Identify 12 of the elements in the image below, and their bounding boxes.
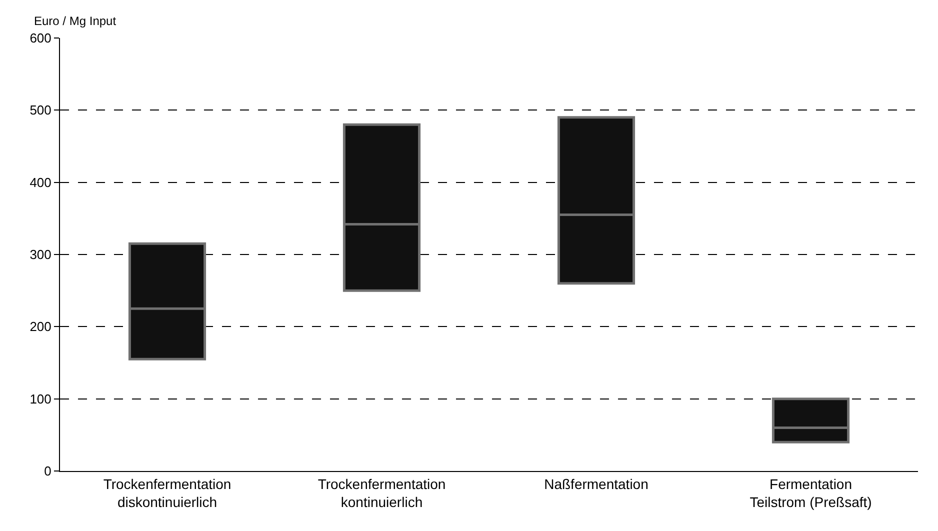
y-tick-label: 300 [30, 247, 52, 262]
y-tick-label: 200 [30, 319, 52, 334]
x-tick-label: Trockenfermentation diskontinuierlich [103, 476, 232, 510]
y-axis-title: Euro / Mg Input [34, 14, 117, 28]
x-tick-label: Naßfermentation [544, 476, 648, 492]
y-tick-label: 600 [30, 30, 52, 46]
y-tick-label: 100 [30, 391, 52, 406]
y-tick-label: 0 [44, 464, 52, 479]
x-tick-label: Trockenfermentation kontinuierlich [318, 476, 446, 510]
y-tick-label: 500 [30, 102, 52, 118]
x-tick-label: Fermentation Teilstrom (Preßsaft) [750, 476, 872, 510]
y-tick-label: 400 [30, 174, 52, 190]
